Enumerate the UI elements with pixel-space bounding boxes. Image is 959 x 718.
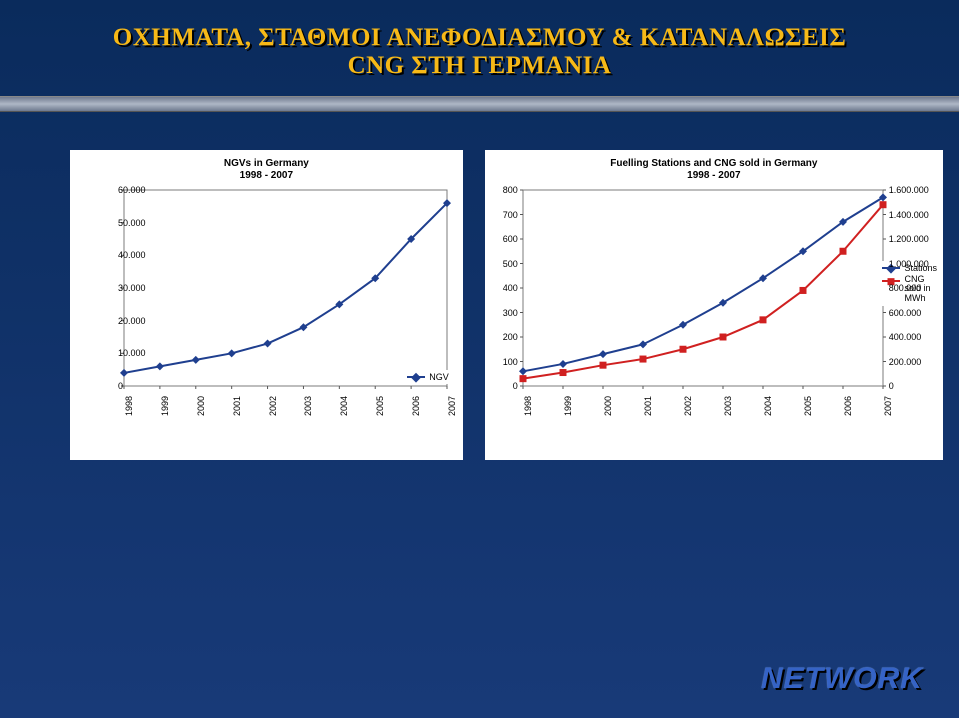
xtick-label: 2007 [447,396,457,416]
ytick-right-label: 200.000 [889,357,922,367]
title-line-2: CNG ΣΤΗ ΓΕΡΜΑΝΙΑ [0,52,959,80]
xtick-label: 2001 [643,396,653,416]
ytick-right-label: 800.000 [889,283,922,293]
chart-ngv-plot: NGV 010.00020.00030.00040.00050.00060.00… [78,186,455,426]
ytick-left-label: 800 [503,185,518,195]
chart-ngv-title-l1: NGVs in Germany [224,158,309,169]
title-line-1: ΟΧΗΜΑΤΑ, ΣΤΑΘΜΟΙ ΑΝΕΦΟΔΙΑΣΜΟΥ & ΚΑΤΑΝΑΛΩ… [0,24,959,52]
xtick-label: 2005 [803,396,813,416]
slide: ΟΧΗΜΑΤΑ, ΣΤΑΘΜΟΙ ΑΝΕΦΟΔΙΑΣΜΟΥ & ΚΑΤΑΝΑΛΩ… [0,0,959,718]
xtick-label: 2002 [268,396,278,416]
ytick-left-label: 700 [503,210,518,220]
xtick-label: 1998 [124,396,134,416]
ytick-right-label: 1.400.000 [889,210,929,220]
xtick-label: 1999 [160,396,170,416]
xtick-label: 2004 [763,396,773,416]
xtick-label: 2005 [375,396,385,416]
xtick-label: 2002 [683,396,693,416]
xtick-label: 2001 [232,396,242,416]
ytick-left-label: 400 [503,283,518,293]
title: ΟΧΗΜΑΤΑ, ΣΤΑΘΜΟΙ ΑΝΕΦΟΔΙΑΣΜΟΥ & ΚΑΤΑΝΑΛΩ… [0,24,959,80]
xtick-label: 1998 [523,396,533,416]
ytick-right-label: 600.000 [889,308,922,318]
ytick-right-label: 0 [889,381,894,391]
ytick-left-label: 600 [503,234,518,244]
ytick-left-label: 300 [503,308,518,318]
xtick-label: 2007 [883,396,893,416]
ytick-right-label: 1.600.000 [889,185,929,195]
chart-stations: Fuelling Stations and CNG sold in German… [485,150,943,460]
ytick-right-label: 1.000.000 [889,259,929,269]
xtick-label: 1999 [563,396,573,416]
ytick-left-label: 0 [513,381,518,391]
chart-ngv: NGVs in Germany 1998 - 2007 NGV 010.0002… [70,150,463,460]
xtick-label: 2006 [843,396,853,416]
ytick-right-label: 1.200.000 [889,234,929,244]
xtick-label: 2004 [339,396,349,416]
footer-logo: NETWORK [761,662,923,696]
charts-row: NGVs in Germany 1998 - 2007 NGV 010.0002… [70,150,889,460]
chart-stations-title: Fuelling Stations and CNG sold in German… [493,158,935,182]
xtick-label: 2003 [303,396,313,416]
legend-item-ngv: NGV [407,372,449,382]
ytick-right-label: 400.000 [889,332,922,342]
chart-stations-title-l2: 1998 - 2007 [687,170,740,181]
ytick-left-label: 200 [503,332,518,342]
ytick-left-label: 500 [503,259,518,269]
chart-ngv-title-l2: 1998 - 2007 [240,170,293,181]
chart-ngv-title: NGVs in Germany 1998 - 2007 [78,158,455,182]
divider-bar [0,96,959,112]
chart-ngv-legend: NGV [407,370,449,384]
ytick-left-label: 100 [503,357,518,367]
xtick-label: 2000 [603,396,613,416]
xtick-label: 2000 [196,396,206,416]
xtick-label: 2003 [723,396,733,416]
chart-stations-title-l1: Fuelling Stations and CNG sold in German… [610,158,817,169]
xtick-label: 2006 [411,396,421,416]
chart-stations-plot: MWh StationsCNGsold inMWh 01002003004005… [493,186,935,426]
legend-label: NGV [429,372,449,382]
